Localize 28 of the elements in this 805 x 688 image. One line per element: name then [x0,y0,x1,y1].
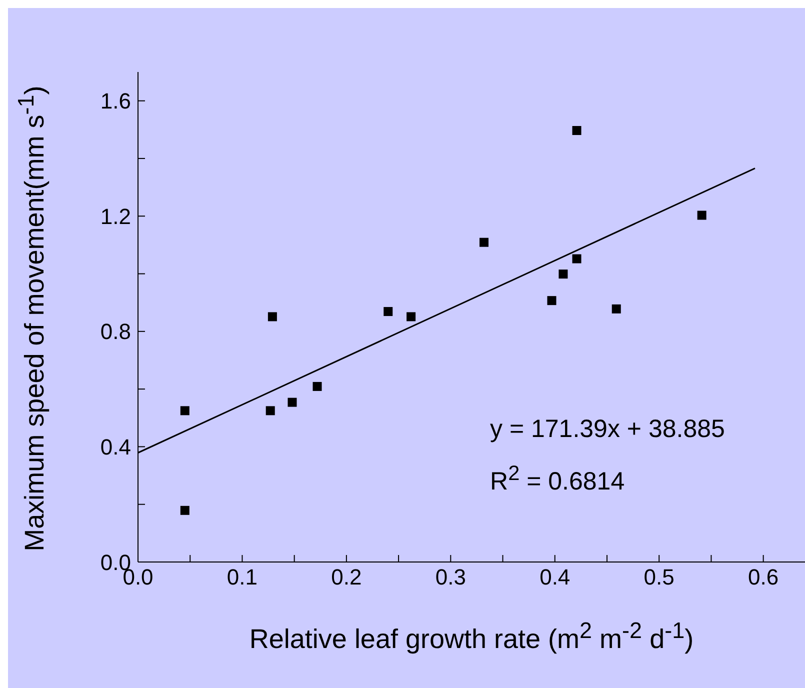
x-tick-label: 0.6 [748,564,779,590]
x-tick-label: 0.1 [226,564,258,590]
point [180,506,190,515]
point [558,270,568,279]
x-tick-label: 0.4 [540,564,570,590]
y-tick-label: 0.4 [100,434,131,460]
x-tick-label: 0.3 [435,564,466,590]
x-axis-title: Relative leaf growth rate (m$^{2}$ m$^{-2}$ d$^{-1}$) [248,618,695,655]
x-tick-label: 0.5 [644,564,674,590]
point [384,307,393,316]
y-tick-label: 0.8 [100,319,131,344]
point [288,398,297,407]
point [406,312,416,322]
point [312,382,322,391]
annotation: y = 171.39x + 38.885 [490,415,725,444]
x-tick-label: 0.2 [331,564,362,590]
point [697,210,706,220]
point [268,312,277,322]
point [612,304,621,314]
point [266,406,275,416]
annotation: R$^{2}$ = 0.6814 [490,462,625,496]
y-tick-label: 1.6 [100,88,131,114]
point [572,126,582,136]
point [572,254,582,264]
point [480,238,489,247]
y-tick-label: 1.2 [100,204,131,229]
point [547,296,556,306]
point [180,406,190,416]
